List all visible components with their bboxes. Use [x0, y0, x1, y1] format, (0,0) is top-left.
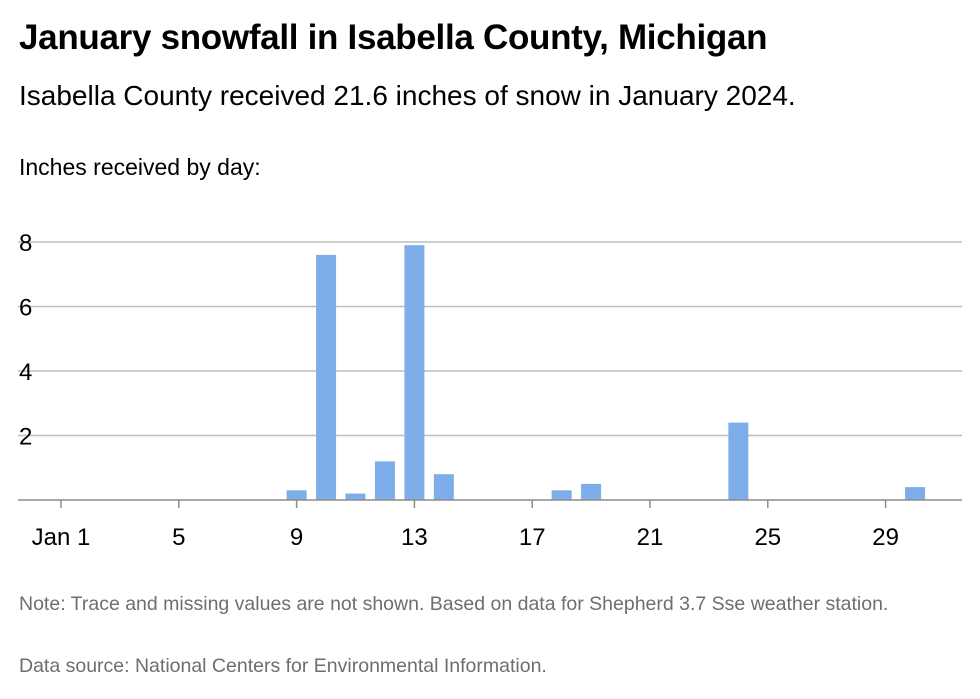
y-tick-label-4: 4 [19, 359, 32, 386]
y-tick-label-6: 6 [19, 295, 32, 322]
x-tick-label-1: Jan 1 [32, 524, 91, 551]
bar-day-13 [404, 245, 425, 500]
x-tick-label-17: 17 [519, 524, 546, 551]
bars [286, 245, 926, 500]
x-tick-label-13: 13 [401, 524, 428, 551]
y-tick-label-2: 2 [19, 424, 32, 451]
gridlines [18, 241, 962, 437]
bar-day-18 [551, 490, 572, 500]
chart-title: January snowfall in Isabella County, Mic… [19, 18, 768, 57]
bar-day-30 [905, 487, 926, 500]
x-tick-label-5: 5 [172, 524, 185, 551]
y-axis-caption: Inches received by day: [19, 154, 261, 180]
data-source: Data source: National Centers for Enviro… [19, 655, 547, 677]
y-tick-label-8: 8 [19, 230, 32, 257]
bar-day-12 [374, 461, 395, 500]
bar-day-14 [433, 474, 454, 500]
bar-day-9 [286, 490, 307, 500]
bar-day-24 [728, 422, 749, 500]
chart-note: Note: Trace and missing values are not s… [19, 593, 889, 615]
bar-day-10 [316, 254, 337, 500]
bar-day-11 [345, 493, 366, 500]
bar-day-19 [581, 483, 602, 500]
x-tick-label-25: 25 [754, 524, 781, 551]
x-axis [18, 499, 962, 508]
x-tick-label-21: 21 [637, 524, 664, 551]
x-tick-label-29: 29 [872, 524, 899, 551]
snowfall-bar-chart: 2 4 6 8 Jan 1 5 9 13 17 21 25 29 [18, 230, 962, 551]
tick-labels: 2 4 6 8 Jan 1 5 9 13 17 21 25 29 [19, 230, 899, 551]
x-tick-label-9: 9 [290, 524, 303, 551]
chart-subtitle: Isabella County received 21.6 inches of … [19, 80, 796, 111]
